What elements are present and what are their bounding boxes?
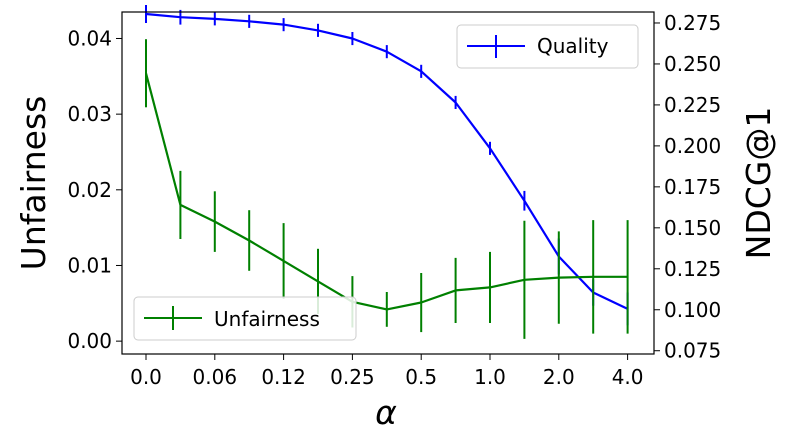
y-right-tick-label: 0.275 [664, 11, 721, 35]
y-right-tick-label: 0.150 [664, 216, 721, 240]
x-tick-label: 0.5 [405, 365, 437, 389]
x-axis-title: α [375, 393, 397, 432]
x-axis: 0.0 0.06 0.12 0.25 0.5 1.0 2.0 4.0 [130, 354, 644, 389]
legend-unfairness-label: Unfairness [214, 307, 320, 331]
y-left-tick-label: 0.04 [67, 26, 112, 50]
x-tick-label: 0.12 [261, 365, 306, 389]
y-axis-right: 0.075 0.100 0.125 0.150 0.175 0.200 0.225 0.250… [654, 11, 721, 363]
x-tick-label: 4.0 [612, 365, 644, 389]
y-axis-right-title: NDCG@1 [739, 107, 778, 260]
x-tick-label: 0.0 [130, 365, 162, 389]
plot-frame [121, 11, 655, 355]
legend-quality-label: Quality [537, 34, 609, 58]
y-left-tick-label: 0.03 [67, 102, 112, 126]
y-right-tick-label: 0.175 [664, 175, 721, 199]
y-left-tick-label: 0.00 [67, 329, 112, 353]
y-left-tick-label: 0.01 [67, 253, 112, 277]
series-layer [144, 5, 629, 339]
y-right-tick-label: 0.075 [664, 339, 721, 363]
y-right-tick-label: 0.100 [664, 298, 721, 322]
y-right-tick-label: 0.200 [664, 134, 721, 158]
x-tick-label: 0.25 [330, 365, 375, 389]
y-left-tick-label: 0.02 [67, 178, 112, 202]
x-tick-label: 0.06 [193, 365, 238, 389]
x-tick-label: 1.0 [474, 365, 506, 389]
y-right-tick-label: 0.125 [664, 257, 721, 281]
x-tick-label: 2.0 [543, 365, 575, 389]
y-right-tick-label: 0.250 [664, 52, 721, 76]
unfairness-series-line [144, 73, 628, 311]
y-axis-left: 0.00 0.01 0.02 0.03 0.04 [67, 26, 122, 353]
legend-quality-box [456, 24, 639, 69]
legend-unfairness-box [133, 296, 357, 341]
y-right-tick-label: 0.225 [664, 93, 721, 117]
legend-quality: Quality [456, 24, 639, 69]
y-axis-left-title: Unfairness [14, 96, 53, 271]
legend-unfairness: Unfairness [133, 296, 357, 341]
